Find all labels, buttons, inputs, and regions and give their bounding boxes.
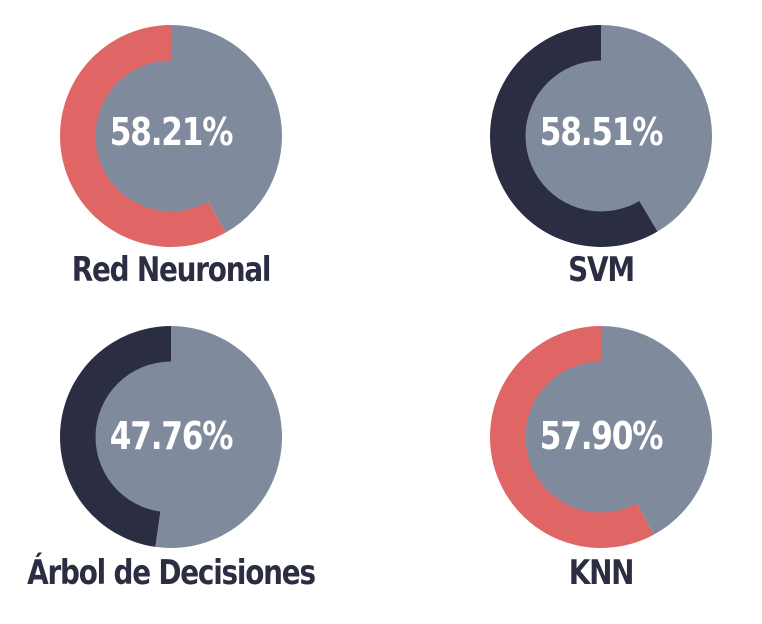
gauge-red-neuronal: 58.21% Red Neuronal [0, 0, 351, 300]
gauge-knn-inner-disc [525, 361, 677, 513]
gauge-svm-value-arc [490, 25, 658, 247]
gauge-svm-svg [490, 25, 712, 247]
gauge-red-neuronal-inner-disc [95, 60, 247, 212]
gauge-svm-value: 58.51% [539, 110, 664, 154]
gauge-red-neuronal-label: Red Neuronal [71, 250, 272, 290]
gauge-arbol-de-decisiones-svg [59, 326, 282, 548]
gauge-arbol-de-decisiones-inner-disc [95, 361, 247, 513]
gauge-arbol-de-decisiones: 47.76% Árbol de Decisiones [0, 301, 351, 601]
gauge-arbol-de-decisiones-label: Árbol de Decisiones [27, 553, 316, 593]
gauge-arbol-de-decisiones-value-arc [59, 326, 171, 547]
gauge-svm-label: SVM [568, 250, 635, 290]
gauge-knn-value-arc [490, 326, 654, 548]
gauge-svm-inner-disc [525, 60, 677, 212]
gauge-knn-value: 57.90% [539, 414, 664, 458]
gauge-svm: 58.51% SVM [421, 0, 762, 300]
gauge-red-neuronal-value: 58.21% [109, 110, 234, 154]
gauge-red-neuronal-value-arc [60, 25, 226, 247]
gauge-knn: 57.90% KNN [421, 301, 762, 601]
gauge-red-neuronal-svg [60, 25, 282, 247]
gauge-arbol-de-decisiones-value: 47.76% [109, 414, 234, 458]
gauge-knn-svg [490, 326, 712, 548]
gauge-knn-label: KNN [568, 553, 635, 593]
